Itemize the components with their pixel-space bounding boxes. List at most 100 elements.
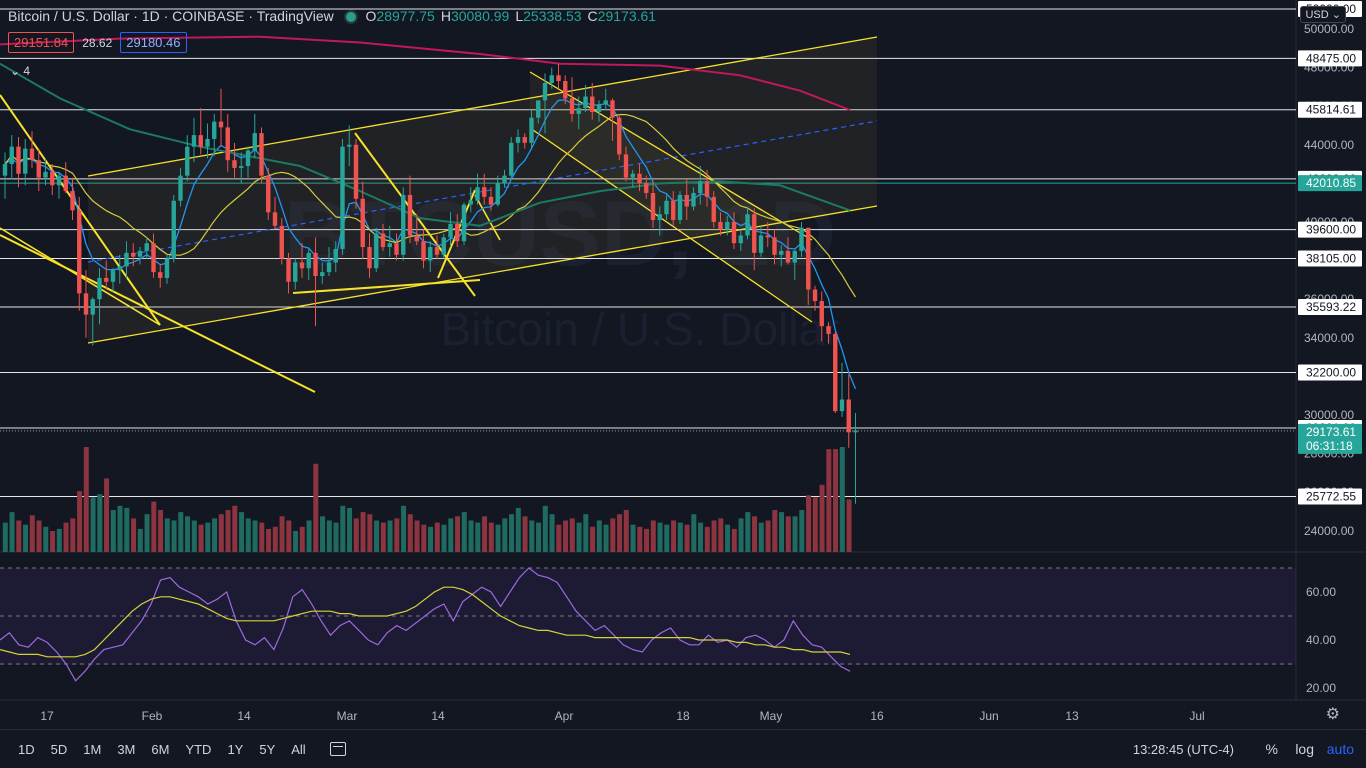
volume-bar: [704, 526, 710, 552]
volume-bar: [812, 497, 818, 552]
candle-body: [536, 100, 541, 118]
candle-body: [745, 214, 750, 236]
volume-bar: [623, 510, 629, 552]
auto-toggle[interactable]: auto: [1326, 741, 1354, 757]
volume-bar: [529, 520, 535, 552]
volume-bar: [205, 522, 211, 552]
candle: [245, 146, 251, 178]
candle-body: [374, 233, 379, 269]
volume-bar: [164, 518, 170, 552]
candle-body: [77, 210, 82, 294]
calendar-icon[interactable]: [329, 742, 346, 756]
candle-body: [684, 194, 689, 207]
price-chart[interactable]: BTCUSD, 1D Bitcoin / U.S. Dollar 50000.0…: [0, 0, 1366, 730]
candle-body: [313, 252, 318, 276]
price-axis-tick: 44000.00: [1304, 138, 1354, 152]
ohlc-key: C: [587, 8, 598, 24]
candle: [758, 225, 764, 257]
candle-body: [212, 121, 217, 139]
timeframe-1m[interactable]: 1M: [83, 741, 102, 757]
volume-bar: [434, 522, 440, 552]
candle: [792, 248, 797, 280]
candle: [90, 297, 95, 346]
candle: [819, 291, 824, 342]
volume-bar: [387, 520, 393, 552]
volume-bar: [421, 524, 427, 552]
clock[interactable]: 13:28:45 (UTC-4): [1132, 741, 1234, 757]
candle-body: [785, 250, 791, 263]
candle-body: [799, 227, 804, 251]
volume-bar: [819, 484, 825, 552]
timeframe-5y[interactable]: 5Y: [259, 741, 276, 757]
level-label: 48475.00: [1306, 51, 1356, 65]
time-axis-tick: 13: [1065, 709, 1079, 723]
timeframe-5d[interactable]: 5D: [50, 741, 68, 757]
log-toggle[interactable]: log: [1295, 741, 1314, 757]
time-axis-tick: 17: [40, 709, 54, 723]
volume-bar: [698, 522, 704, 552]
volume-bar: [124, 507, 130, 552]
candle: [839, 362, 845, 417]
volume-bar: [380, 522, 386, 552]
candle: [569, 77, 575, 122]
candle: [110, 268, 116, 292]
candle: [178, 167, 183, 207]
candle-body: [279, 225, 284, 259]
volume-bar: [293, 531, 299, 552]
candle: [198, 108, 203, 155]
candle: [353, 138, 359, 209]
volume-bar: [684, 524, 690, 552]
volume-bar: [191, 520, 197, 552]
candle-body: [245, 150, 251, 166]
currency-value: USD: [1305, 9, 1329, 21]
candle-body: [232, 160, 237, 168]
timeframe-1d[interactable]: 1D: [18, 741, 35, 757]
volume-bar: [488, 522, 494, 552]
timeframe-all[interactable]: All: [291, 741, 306, 757]
volume-bar: [374, 520, 380, 552]
candle: [340, 138, 345, 255]
volume-bar: [218, 514, 224, 552]
volume-bar: [29, 515, 35, 552]
ohlc-key: H: [440, 8, 451, 24]
symbol-title[interactable]: Bitcoin / U.S. Dollar · 1D · COINBASE · …: [8, 8, 334, 24]
volume-bar: [178, 512, 184, 552]
candle-body: [259, 133, 264, 176]
timeframe-ytd[interactable]: YTD: [185, 741, 212, 757]
level-label-box: [1298, 221, 1362, 238]
candle-body: [2, 164, 8, 176]
candle-body: [326, 262, 332, 273]
candle: [29, 131, 35, 168]
timeframe-6m[interactable]: 6M: [151, 741, 170, 757]
candle: [826, 322, 831, 344]
ohlc-readout: O28977.75 H30080.99 L25338.53 C29173.61: [366, 8, 663, 24]
trendline: [292, 279, 481, 294]
candle-body: [448, 223, 453, 238]
volume-bar: [428, 526, 434, 552]
candle-body: [738, 235, 743, 244]
candle: [441, 233, 446, 259]
candle-body: [488, 196, 494, 205]
candle: [212, 113, 217, 157]
candle: [124, 241, 129, 278]
ohlc-key: L: [515, 8, 524, 24]
gear-icon[interactable]: ⚙: [1325, 706, 1340, 723]
currency-select[interactable]: USD ⌄: [1300, 6, 1346, 23]
candle-body: [617, 117, 622, 155]
volume-bar: [272, 526, 278, 552]
candle-body: [772, 237, 777, 255]
candle: [509, 137, 514, 180]
timeframe-3m[interactable]: 3M: [117, 741, 136, 757]
level-label: 38105.00: [1306, 252, 1356, 266]
candle-body: [522, 137, 527, 143]
indicators-toggle[interactable]: ⌄ 4: [10, 64, 30, 78]
sell-price-button[interactable]: 29151.84: [8, 32, 75, 53]
percent-toggle[interactable]: %: [1265, 741, 1278, 757]
candle: [131, 243, 136, 267]
candle: [320, 262, 325, 284]
buy-price-button[interactable]: 29180.46: [120, 32, 187, 53]
timeframe-1y[interactable]: 1Y: [227, 741, 244, 757]
candle: [846, 374, 851, 448]
volume-bar: [131, 518, 137, 552]
candle-body: [367, 247, 372, 269]
